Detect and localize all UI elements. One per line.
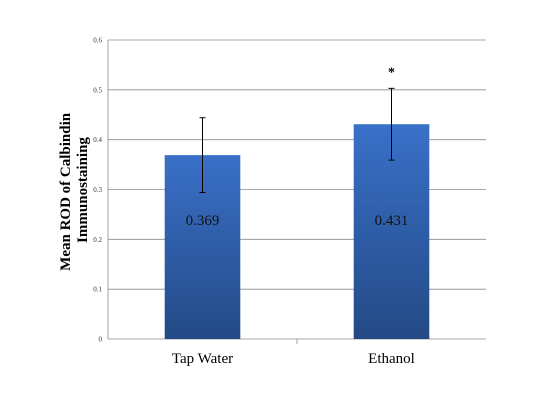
bars	[164, 87, 430, 340]
significance-marker: *	[388, 65, 395, 80]
y-tick-label: 0.4	[93, 136, 102, 144]
y-tick-label: 0.5	[93, 86, 102, 94]
y-tick-label: 0.6	[93, 37, 102, 45]
x-tick-label: Tap Water	[172, 351, 233, 367]
y-tick-label: 0.2	[93, 236, 102, 244]
x-tick-label: Ethanol	[368, 351, 415, 367]
data-label: 0.369	[186, 213, 220, 229]
y-tick-label: 0	[99, 336, 103, 344]
y-axis-title-line-1: Mean ROD of Calbindin	[58, 112, 74, 271]
data-label: 0.431	[375, 213, 409, 229]
y-axis-title-line-2: Immunostaining	[75, 137, 91, 243]
y-axis-title: Mean ROD of Calbindin Immunostaining	[58, 109, 91, 271]
labels: 0 0.1 0.2 0.3 0.4 0.5 0.6 0.369 Tap Water 0.431 * E…	[93, 37, 415, 368]
y-tick-label: 0.1	[93, 286, 102, 294]
y-tick-label: 0.3	[93, 186, 102, 194]
